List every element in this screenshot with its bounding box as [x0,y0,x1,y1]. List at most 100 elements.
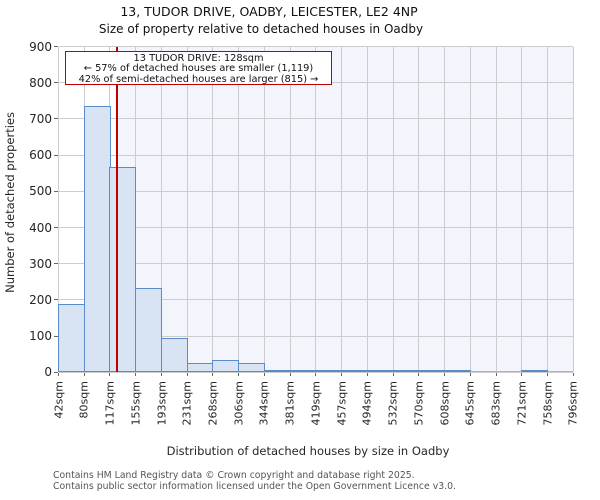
vertical-gridline [521,46,523,373]
histogram-bar [109,166,137,373]
y-tick-label: 600 [29,148,52,163]
y-tick-mark [54,82,58,84]
histogram-bar [186,363,214,373]
x-tick-mark [58,372,59,377]
vertical-gridline [444,46,446,373]
x-tick-label: 796sqm [566,381,580,426]
x-tick-label: 344sqm [257,381,271,426]
attribution-footer: Contains HM Land Registry data © Crown c… [53,470,456,493]
x-tick-mark [186,372,188,377]
page-subtitle: Size of property relative to detached ho… [98,22,424,36]
x-tick-label: 532sqm [386,381,400,426]
annotation-box: 13 TUDOR DRIVE: 128sqm ← 57% of detached… [65,51,332,85]
histogram-bar [521,369,549,373]
histogram-bar [238,362,266,373]
y-tick-label: 800 [29,75,52,90]
x-tick-label: 570sqm [412,381,426,426]
histogram-bar [212,359,240,373]
x-tick-mark [495,372,497,377]
y-tick-mark [54,371,58,373]
histogram-bar [289,369,317,373]
vertical-gridline [392,46,394,373]
larger-region-highlight [117,46,574,373]
x-tick-mark [109,372,111,377]
y-tick-mark [54,335,58,337]
y-tick-mark [54,46,58,47]
x-tick-label: 683sqm [489,381,503,426]
y-tick-mark [54,154,58,156]
footer-line-1: Contains HM Land Registry data © Crown c… [53,470,415,481]
vertical-gridline [160,46,162,373]
histogram-bar [418,369,446,373]
plot-area [57,46,574,373]
y-tick-mark [54,227,58,228]
vertical-gridline [58,46,59,373]
vertical-gridline [418,46,420,373]
histogram-bar [57,303,85,373]
x-tick-label: 117sqm [103,381,117,426]
vertical-gridline [366,46,368,373]
histogram-bar [443,369,471,373]
x-tick-label: 494sqm [360,381,374,426]
vertical-gridline [315,46,317,373]
x-tick-mark [83,372,85,377]
vertical-gridline [263,46,265,373]
x-tick-label: 645sqm [463,381,477,426]
histogram-bar [83,106,111,373]
property-size-marker-line [116,46,118,373]
y-tick-label: 200 [29,292,52,307]
vertical-gridline [186,46,188,373]
y-tick-mark [54,118,58,120]
y-tick-label: 300 [29,256,52,271]
y-tick-label: 400 [29,220,52,235]
x-tick-label: 231sqm [180,381,194,426]
x-tick-mark [572,372,574,377]
y-tick-mark [54,299,58,301]
vertical-gridline [341,46,343,373]
y-tick-label: 100 [29,329,52,344]
y-tick-label: 500 [29,184,52,199]
x-tick-mark [366,372,368,377]
x-tick-label: 306sqm [232,381,246,426]
x-tick-mark [289,372,291,377]
x-tick-label: 608sqm [438,381,452,426]
histogram-bar [135,287,163,373]
page-title: 13, TUDOR DRIVE, OADBY, LEICESTER, LE2 4… [120,4,418,19]
x-tick-mark [392,372,394,377]
x-tick-label: 268sqm [206,381,220,426]
y-tick-mark [54,263,58,265]
x-tick-label: 381sqm [283,381,297,426]
histogram-bar [366,369,394,373]
horizontal-gridline [58,371,574,373]
annotation-property-line: 13 TUDOR DRIVE: 128sqm [133,52,264,64]
x-axis-label: Distribution of detached houses by size … [166,444,450,458]
vertical-gridline [547,46,549,373]
footer-line-2: Contains public sector information licen… [53,481,456,493]
vertical-gridline [289,46,291,373]
x-tick-label: 457sqm [335,381,349,426]
histogram-bar [160,337,188,373]
vertical-gridline [212,46,214,373]
histogram-bar [340,369,369,373]
x-tick-mark [160,372,162,377]
x-tick-mark [444,372,446,377]
vertical-gridline [572,46,574,373]
x-tick-label: 155sqm [129,381,143,426]
annotation-larger-line: 42% of semi-detached houses are larger (… [78,73,319,85]
histogram-bar [392,369,420,373]
x-tick-mark [547,372,549,377]
y-tick-label: 0 [44,365,52,380]
x-tick-label: 193sqm [154,381,168,426]
vertical-gridline [238,46,240,373]
x-tick-mark [212,372,214,377]
x-tick-mark [521,372,523,377]
y-tick-mark [54,190,58,192]
y-tick-label: 900 [29,39,52,54]
vertical-gridline [469,46,471,373]
y-tick-label: 700 [29,111,52,126]
x-tick-mark [315,372,317,377]
annotation-smaller-line: ← 57% of detached houses are smaller (1,… [83,63,314,75]
x-tick-mark [418,372,420,377]
x-tick-mark [238,372,240,377]
